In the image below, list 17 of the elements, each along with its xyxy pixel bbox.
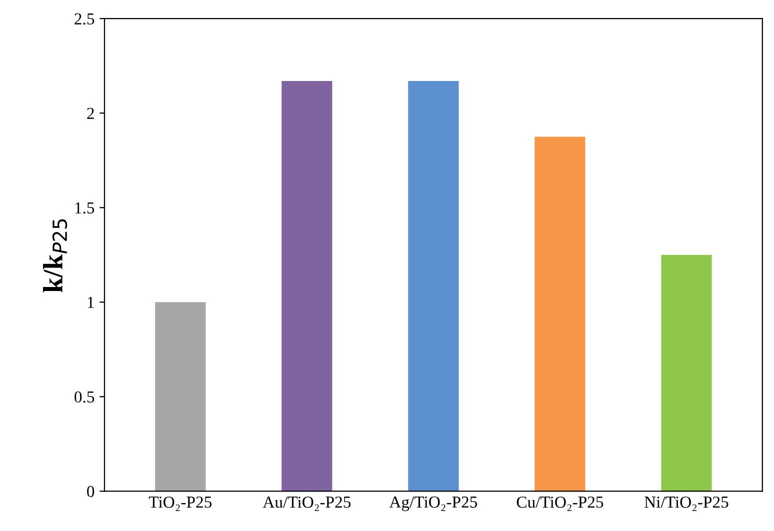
y-tick-label: 2 <box>87 108 94 119</box>
bar <box>282 80 332 492</box>
x-tick-label: Ni/TiO₂-P25 <box>644 496 728 511</box>
y-tick-label: 0 <box>87 486 94 498</box>
y-tick-label: 0.5 <box>74 391 94 403</box>
x-tick-label: Cu/TiO₂-P25 <box>516 496 604 511</box>
x-tick-label: Ag/TiO₂-P25 <box>389 496 478 512</box>
bar <box>534 136 586 492</box>
y-tick-label: 2.5 <box>74 13 94 25</box>
bar <box>661 254 712 492</box>
bar <box>408 80 459 492</box>
bar <box>155 302 206 492</box>
y-tick-label: 1.5 <box>75 202 94 214</box>
y-axis-title: k/k$_{P25}$ <box>43 219 68 292</box>
x-tick-label: TiO₂-P25 <box>148 496 212 511</box>
x-tick-label: Au/TiO₂-P25 <box>262 496 351 511</box>
y-tick-label: 1 <box>88 296 94 308</box>
